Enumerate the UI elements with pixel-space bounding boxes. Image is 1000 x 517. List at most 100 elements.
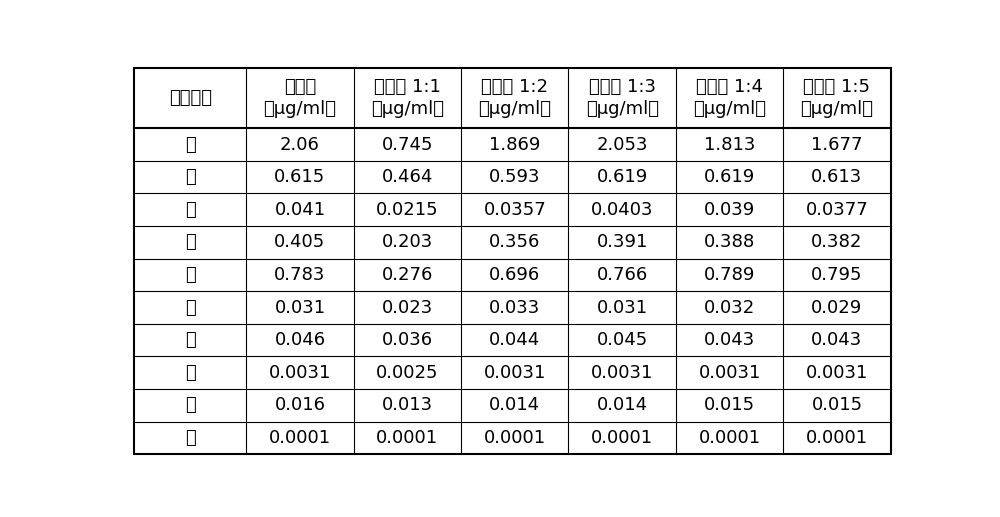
Text: 体积比 1:4: 体积比 1:4: [696, 78, 763, 96]
Text: 2.06: 2.06: [280, 135, 320, 154]
Text: 铈: 铈: [185, 396, 196, 414]
Text: 0.0001: 0.0001: [591, 429, 653, 447]
Bar: [134, 128, 246, 161]
Bar: [783, 324, 891, 356]
Text: 0.016: 0.016: [274, 396, 325, 414]
Text: 0.045: 0.045: [597, 331, 648, 349]
Text: 0.036: 0.036: [382, 331, 433, 349]
Bar: [568, 324, 676, 356]
Bar: [246, 291, 354, 324]
Text: 钼: 钼: [185, 233, 196, 251]
Text: 0.023: 0.023: [382, 298, 433, 316]
Text: 硅: 硅: [185, 135, 196, 154]
Text: 体积比 1:3: 体积比 1:3: [589, 78, 656, 96]
Text: 0.356: 0.356: [489, 233, 540, 251]
Bar: [354, 128, 461, 161]
Text: 0.0357: 0.0357: [483, 201, 546, 219]
Text: 0.615: 0.615: [274, 168, 326, 186]
Text: 0.015: 0.015: [811, 396, 863, 414]
Bar: [461, 421, 568, 454]
Text: 0.0001: 0.0001: [269, 429, 331, 447]
Bar: [134, 258, 246, 291]
Bar: [568, 389, 676, 421]
Text: 0.619: 0.619: [597, 168, 648, 186]
Text: 0.391: 0.391: [596, 233, 648, 251]
Bar: [783, 356, 891, 389]
Bar: [246, 226, 354, 258]
Bar: [676, 258, 783, 291]
Bar: [568, 128, 676, 161]
Bar: [676, 68, 783, 128]
Text: （μg/ml）: （μg/ml）: [800, 100, 873, 118]
Text: 铜: 铜: [185, 266, 196, 284]
Bar: [246, 421, 354, 454]
Text: 体积比 1:1: 体积比 1:1: [374, 78, 441, 96]
Text: 0.795: 0.795: [811, 266, 863, 284]
Bar: [354, 68, 461, 128]
Text: 0.696: 0.696: [489, 266, 540, 284]
Bar: [461, 161, 568, 193]
Text: 1.677: 1.677: [811, 135, 863, 154]
Text: 0.013: 0.013: [382, 396, 433, 414]
Text: 0.405: 0.405: [274, 233, 326, 251]
Bar: [246, 68, 354, 128]
Text: 0.203: 0.203: [382, 233, 433, 251]
Text: 体积比 1:5: 体积比 1:5: [803, 78, 870, 96]
Bar: [461, 389, 568, 421]
Text: 0.041: 0.041: [274, 201, 326, 219]
Text: （μg/ml）: （μg/ml）: [478, 100, 551, 118]
Bar: [134, 226, 246, 258]
Text: 0.613: 0.613: [811, 168, 863, 186]
Text: （μg/ml）: （μg/ml）: [693, 100, 766, 118]
Text: 磷: 磷: [185, 201, 196, 219]
Text: （μg/ml）: （μg/ml）: [586, 100, 659, 118]
Text: 0.031: 0.031: [597, 298, 648, 316]
Text: 0.046: 0.046: [274, 331, 326, 349]
Bar: [461, 226, 568, 258]
Bar: [354, 421, 461, 454]
Bar: [568, 291, 676, 324]
Text: 0.039: 0.039: [704, 201, 755, 219]
Text: 0.0403: 0.0403: [591, 201, 653, 219]
Text: 0.0031: 0.0031: [591, 363, 653, 382]
Text: 1.813: 1.813: [704, 135, 755, 154]
Bar: [783, 421, 891, 454]
Text: 0.0031: 0.0031: [698, 363, 761, 382]
Text: 0.789: 0.789: [704, 266, 755, 284]
Text: 镧: 镧: [185, 363, 196, 382]
Bar: [783, 258, 891, 291]
Text: 0.783: 0.783: [274, 266, 326, 284]
Text: 0.619: 0.619: [704, 168, 755, 186]
Bar: [134, 161, 246, 193]
Text: 0.014: 0.014: [489, 396, 540, 414]
Bar: [354, 356, 461, 389]
Text: 0.0001: 0.0001: [376, 429, 438, 447]
Bar: [783, 161, 891, 193]
Bar: [461, 128, 568, 161]
Text: 0.043: 0.043: [811, 331, 863, 349]
Text: （μg/ml）: （μg/ml）: [263, 100, 336, 118]
Bar: [783, 128, 891, 161]
Text: 镁: 镁: [185, 331, 196, 349]
Text: 0.0215: 0.0215: [376, 201, 439, 219]
Bar: [246, 324, 354, 356]
Bar: [246, 193, 354, 226]
Text: 0.766: 0.766: [597, 266, 648, 284]
Bar: [461, 356, 568, 389]
Bar: [676, 356, 783, 389]
Bar: [568, 161, 676, 193]
Bar: [461, 291, 568, 324]
Text: 体积比 1:2: 体积比 1:2: [481, 78, 548, 96]
Text: 0.033: 0.033: [489, 298, 540, 316]
Bar: [246, 128, 354, 161]
Bar: [246, 161, 354, 193]
Text: 0.388: 0.388: [704, 233, 755, 251]
Bar: [676, 161, 783, 193]
Text: 0.0001: 0.0001: [699, 429, 761, 447]
Bar: [134, 389, 246, 421]
Text: 0.0031: 0.0031: [269, 363, 331, 382]
Text: 0.014: 0.014: [597, 396, 648, 414]
Bar: [568, 226, 676, 258]
Bar: [783, 193, 891, 226]
Text: 0.043: 0.043: [704, 331, 755, 349]
